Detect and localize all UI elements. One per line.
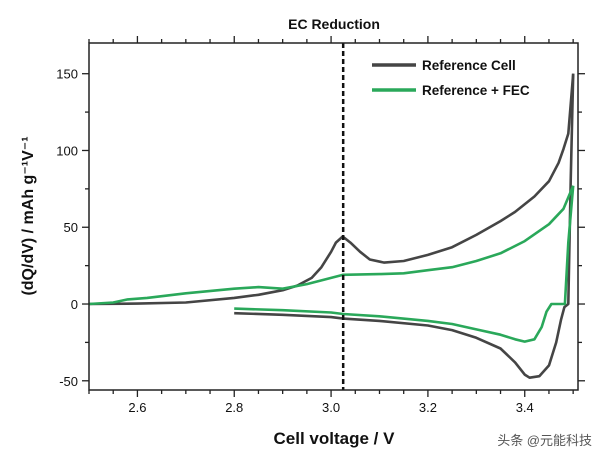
x-tick-label: 3.2	[419, 400, 437, 415]
x-tick-label: 2.8	[225, 400, 243, 415]
series-line	[234, 73, 575, 380]
series-line	[234, 185, 575, 343]
legend-label: Reference Cell	[422, 58, 516, 73]
y-tick-label: 0	[71, 297, 78, 312]
y-tick-label: 150	[56, 67, 78, 82]
watermark: 头条 @元能科技	[497, 433, 592, 448]
series-line	[88, 185, 575, 306]
y-tick-label: -50	[59, 374, 78, 389]
x-tick-label: 3.4	[516, 400, 534, 415]
legend-label: Reference + FEC	[422, 83, 530, 98]
series-line	[88, 73, 575, 306]
y-tick-label: 50	[64, 220, 78, 235]
chart-title: EC Reduction	[288, 16, 380, 32]
y-tick-label: 100	[56, 143, 78, 158]
y-axis-label: (dQ/dV) / mAh g⁻¹V⁻¹	[20, 136, 37, 295]
legend: Reference Cell Reference + FEC	[372, 58, 530, 98]
x-axis-label: Cell voltage / V	[274, 429, 396, 448]
x-tick-label: 2.6	[128, 400, 146, 415]
x-tick-label: 3.0	[322, 400, 340, 415]
plot-frame	[88, 42, 579, 391]
